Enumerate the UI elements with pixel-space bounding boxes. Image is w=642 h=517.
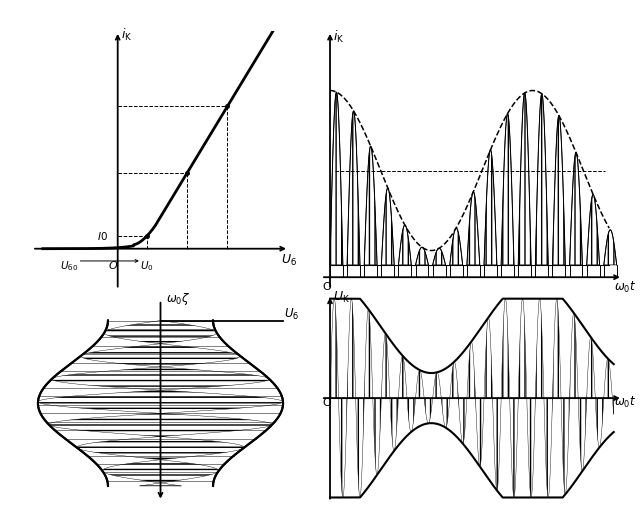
Text: $U_{\rm K}$: $U_{\rm K}$ xyxy=(333,290,350,305)
Text: $\omega_0 t$: $\omega_0 t$ xyxy=(614,395,636,410)
Text: $U_{\rm б}$: $U_{\rm б}$ xyxy=(281,253,297,268)
Text: $U_{\rm б0}$: $U_{\rm б0}$ xyxy=(60,259,79,273)
Text: $U_{\rm б}$: $U_{\rm б}$ xyxy=(284,307,299,322)
Text: O: O xyxy=(322,282,331,292)
Text: $I0$: $I0$ xyxy=(97,230,108,242)
Text: $\omega_0 t$: $\omega_0 t$ xyxy=(614,280,636,295)
Text: $U_0$: $U_0$ xyxy=(140,259,154,273)
Text: O: O xyxy=(322,398,331,408)
Text: $i_{\rm K}$: $i_{\rm K}$ xyxy=(121,27,133,43)
Text: $i_{\rm K}$: $i_{\rm K}$ xyxy=(333,29,344,45)
Text: $\omega_0\zeta$: $\omega_0\zeta$ xyxy=(166,292,191,308)
Text: $O$: $O$ xyxy=(108,259,119,271)
